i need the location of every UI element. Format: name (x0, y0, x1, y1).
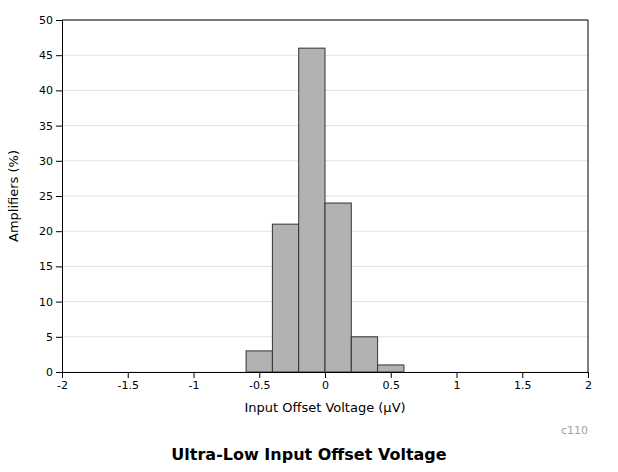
tick-mark (588, 372, 589, 378)
tick-mark (56, 90, 62, 91)
tick-mark (56, 55, 62, 56)
grid-line (62, 20, 588, 21)
bar (378, 365, 404, 372)
tick: 35 (39, 120, 62, 133)
tick: 25 (39, 190, 62, 203)
tick-label: 40 (39, 84, 53, 97)
grid (62, 20, 588, 372)
tick-mark (325, 372, 326, 378)
tick-label: 0 (46, 366, 53, 379)
tick: 0 (322, 372, 329, 392)
tick: -0.5 (249, 372, 270, 392)
bar (325, 203, 351, 372)
tick-label: 0 (322, 379, 329, 392)
tick-label: 30 (39, 155, 53, 168)
tick-label: 50 (39, 14, 53, 27)
tick-mark (56, 126, 62, 127)
tick-label: 15 (39, 260, 53, 273)
bar (351, 337, 377, 372)
tick-mark (56, 20, 62, 21)
bar (246, 351, 272, 372)
tick: -1.5 (118, 372, 139, 392)
tick-mark (128, 372, 129, 378)
x-axis-title: Input Offset Voltage (μV) (244, 400, 405, 415)
tick: 45 (39, 49, 62, 62)
tick-mark (56, 231, 62, 232)
tick: 30 (39, 155, 62, 168)
tick-mark (522, 372, 523, 378)
tick-label: 45 (39, 49, 53, 62)
tick-mark (56, 302, 62, 303)
annotation: c110 (561, 424, 588, 437)
tick-label: 1 (454, 379, 461, 392)
tick-mark (56, 196, 62, 197)
plot: -2-1.5-1-0.500.511.520510152025303540455… (39, 14, 592, 392)
tick: 50 (39, 14, 62, 27)
y-axis-title: Amplifiers (%) (6, 150, 21, 242)
chart: -2-1.5-1-0.500.511.520510152025303540455… (0, 0, 618, 472)
tick: 15 (39, 260, 62, 273)
tick: 1.5 (514, 372, 532, 392)
bar (272, 224, 298, 372)
tick-label: 0.5 (383, 379, 401, 392)
tick-label: -1 (189, 379, 200, 392)
tick-label: 5 (46, 331, 53, 344)
tick: -2 (57, 372, 68, 392)
tick-label: -1.5 (118, 379, 139, 392)
tick: 1 (454, 372, 461, 392)
bar (299, 48, 325, 372)
tick: 40 (39, 84, 62, 97)
tick-mark (457, 372, 458, 378)
tick-label: 1.5 (514, 379, 532, 392)
tick-label: 2 (585, 379, 592, 392)
tick-mark (194, 372, 195, 378)
x-axis: -2 -1.5 -1 -0.5 0 0.5 1 1.5 2 (57, 372, 592, 392)
bars (246, 48, 404, 372)
tick: 0 (46, 366, 62, 379)
tick-label: 35 (39, 120, 53, 133)
tick-mark (56, 266, 62, 267)
y-axis: 0 5 10 15 20 25 30 35 40 45 50 (39, 14, 63, 379)
tick-mark (56, 372, 62, 373)
axis-line (56, 21, 63, 373)
axis-line (63, 373, 589, 379)
tick-label: -2 (57, 379, 68, 392)
tick-mark (56, 337, 62, 338)
tick: 20 (39, 225, 62, 238)
tick-mark (391, 372, 392, 378)
tick-label: 10 (39, 296, 53, 309)
tick: 5 (46, 331, 62, 344)
tick-mark (56, 161, 62, 162)
frame (588, 20, 589, 372)
frame (62, 20, 588, 21)
tick-mark (259, 372, 260, 378)
tick-label: 25 (39, 190, 53, 203)
title: Ultra-Low Input Offset Voltage (171, 445, 446, 464)
tick: -1 (189, 372, 200, 392)
tick-label: -0.5 (249, 379, 270, 392)
tick-label: 20 (39, 225, 53, 238)
tick: 0.5 (383, 372, 401, 392)
tick: 10 (39, 296, 62, 309)
tick: 2 (585, 372, 592, 392)
